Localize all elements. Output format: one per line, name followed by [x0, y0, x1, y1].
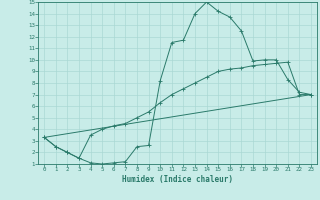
X-axis label: Humidex (Indice chaleur): Humidex (Indice chaleur): [122, 175, 233, 184]
